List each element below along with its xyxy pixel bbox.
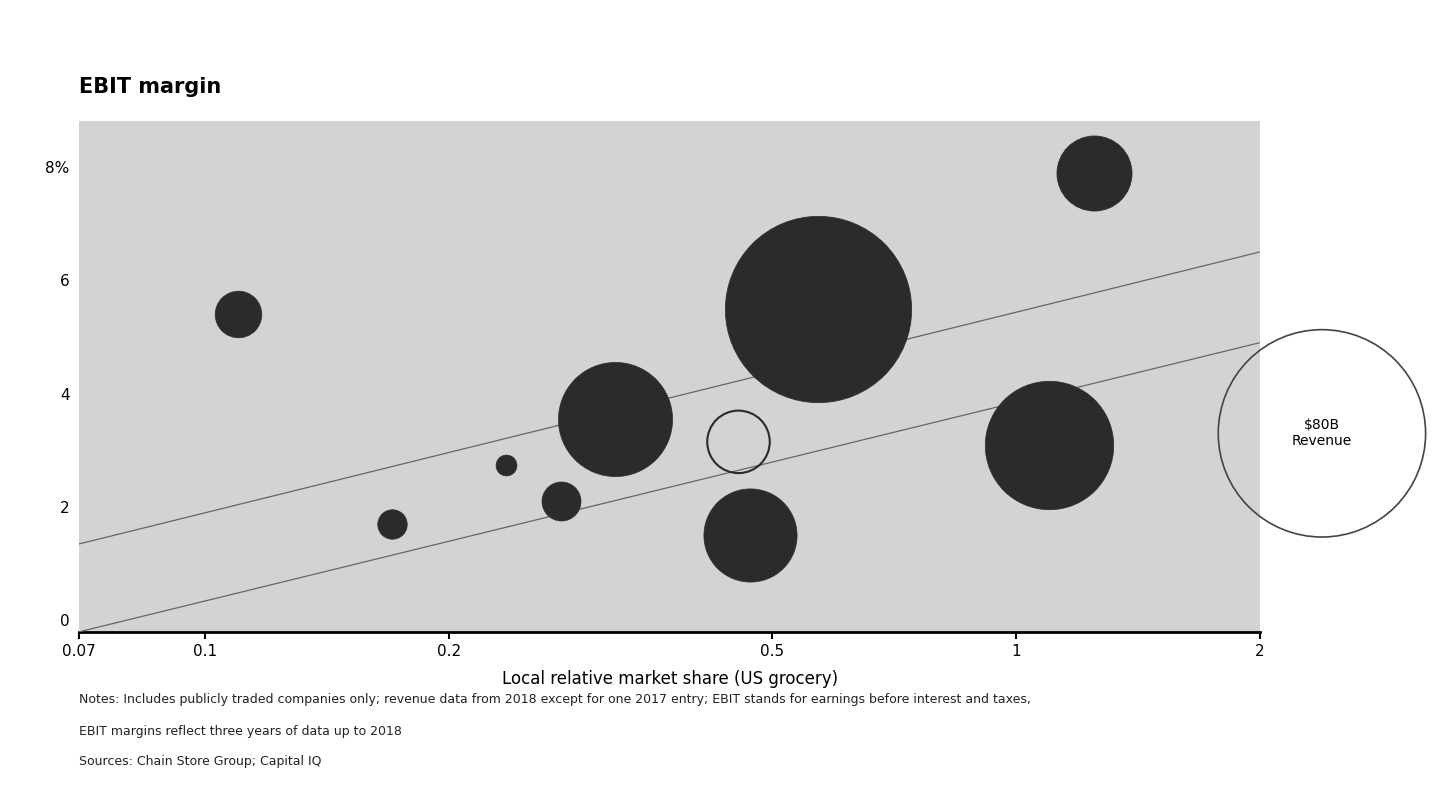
Text: Notes: Includes publicly traded companies only; revenue data from 2018 except fo: Notes: Includes publicly traded companie… [79,693,1031,706]
Point [739,529,762,542]
Point [228,308,251,321]
Point [380,518,403,531]
Point [1083,166,1106,179]
Point [550,495,573,508]
Point [494,458,517,471]
Text: EBIT margins reflect three years of data up to 2018: EBIT margins reflect three years of data… [79,725,402,738]
Text: EBIT margin: EBIT margin [79,77,222,97]
X-axis label: Local relative market share (US grocery): Local relative market share (US grocery) [501,670,838,688]
Point [806,302,829,315]
Point [1038,438,1061,451]
Text: Sources: Chain Store Group; Capital IQ: Sources: Chain Store Group; Capital IQ [79,755,321,768]
Point [727,436,750,449]
Text: $80B
Revenue: $80B Revenue [1292,418,1352,449]
Point [603,413,626,426]
